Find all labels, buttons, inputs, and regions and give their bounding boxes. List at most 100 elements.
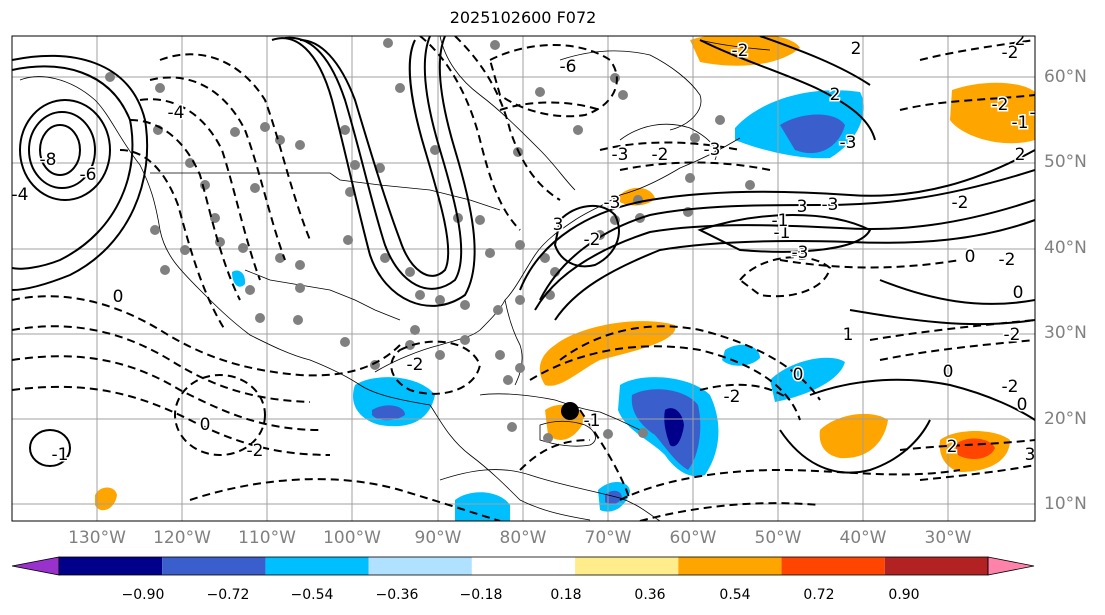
lon-label: 60°W [669, 528, 717, 548]
contour-label: -3 [604, 193, 621, 213]
lat-label: 50°N [1044, 152, 1087, 172]
contour-label: 2 [947, 437, 958, 457]
colorbar-swatch [781, 557, 885, 575]
colorbar-swatch [471, 557, 576, 575]
colorbar-swatch [884, 557, 988, 575]
colorbar-swatch [368, 557, 472, 575]
contour-label: -3 [704, 140, 721, 160]
contour-label: 3 [1025, 445, 1036, 465]
contour-label: -2 [952, 193, 969, 213]
contour-label: -8 [40, 150, 57, 170]
map-frame [11, 35, 1036, 522]
lon-label: 100°W [323, 528, 381, 548]
contour-label: -2 [652, 145, 669, 165]
colorbar-tick-label: −0.36 [375, 587, 419, 603]
contour-label: -4 [12, 185, 29, 205]
contour-label: -2 [407, 355, 424, 375]
colorbar-tick-label: −0.90 [121, 587, 165, 603]
contour-label: -1 [584, 411, 601, 431]
colorbar-tick-label: 0.18 [550, 587, 582, 603]
solid-contours [12, 36, 1035, 474]
contour-label: -2 [999, 250, 1016, 270]
contour-label: 3 [553, 215, 564, 235]
colorbar-tick-label: 0.36 [634, 587, 666, 603]
shade-blue [455, 492, 510, 521]
shade-darkblue [372, 405, 405, 421]
lat-label: 60°N [1044, 67, 1087, 87]
contour-label: -3 [822, 195, 839, 215]
shade-orange [950, 82, 1035, 144]
colorbar-tick-label: −0.18 [459, 587, 503, 603]
contour-label: 0 [1013, 283, 1024, 303]
contour-label: -1 [1012, 113, 1029, 133]
colorbar-swatch [575, 557, 679, 575]
contour-label: -2 [584, 230, 601, 250]
contour-label: -3 [612, 145, 629, 165]
storm-marker [561, 402, 579, 420]
contour-label: 0 [965, 247, 976, 267]
shade-darkblue [780, 114, 845, 154]
colorbar [11, 556, 1035, 576]
lat-label: 30°N [1044, 323, 1087, 343]
contour-label: 2 [851, 39, 862, 59]
lon-label: 80°W [499, 528, 547, 548]
colorbar-extend-max [987, 556, 1035, 576]
colorbar-tick-label: 0.54 [719, 587, 751, 603]
contour-label: -3 [792, 245, 809, 265]
shade-navy [664, 408, 684, 447]
colorbar-tick-label: −0.54 [290, 587, 334, 603]
colorbar-swatch [59, 557, 163, 575]
contour-label: -2 [732, 41, 749, 61]
contour-label: -1 [1030, 103, 1047, 123]
colorbar-swatch [162, 557, 266, 575]
colorbar-tick-label: 0.90 [888, 587, 920, 603]
lon-label: 130°W [68, 528, 126, 548]
contour-label: -2 [724, 387, 741, 407]
graticule [12, 36, 1035, 521]
shade-orange [95, 487, 117, 511]
colorbar-tick-label: 0.72 [803, 587, 835, 603]
contour-label: -6 [80, 165, 97, 185]
shade-blue [770, 357, 845, 402]
shade-blue [232, 270, 246, 287]
lat-label: 10°N [1044, 494, 1087, 514]
colorbar-swatch [678, 557, 782, 575]
contour-label: 2 [1015, 145, 1026, 165]
plot-title: 2025102600 F072 [449, 8, 597, 27]
colorbar-frame [58, 556, 989, 576]
contour-label: 3 [797, 197, 808, 217]
contour-label: -3 [792, 243, 809, 263]
coastlines [19, 36, 771, 521]
contour-label: -2 [1004, 325, 1021, 345]
contour-label: 0 [200, 415, 211, 435]
lon-label: 110°W [238, 528, 296, 548]
colorbar-extend-min [11, 556, 60, 576]
contour-label: 0 [943, 362, 954, 382]
contour-label: 1 [843, 325, 854, 345]
lon-label: 50°W [754, 528, 802, 548]
lon-label: 70°W [584, 528, 632, 548]
dashed-contours [12, 36, 1035, 521]
contour-label: -3 [840, 133, 857, 153]
lat-label: 20°N [1044, 409, 1087, 429]
contour-label: -6 [560, 57, 577, 77]
contour-label: -1 [772, 211, 789, 231]
lat-label: 40°N [1044, 238, 1087, 258]
colorbar-tick-label: −0.72 [206, 587, 250, 603]
shade-darkblue [605, 490, 622, 505]
contour-label: -2 [1002, 377, 1019, 397]
contour-label: -4 [168, 103, 185, 123]
lon-label: 90°W [414, 528, 462, 548]
lon-label: 40°W [839, 528, 887, 548]
contour-label: 0 [1017, 395, 1028, 415]
lon-label: 120°W [153, 528, 211, 548]
contour-label: -2 [992, 95, 1009, 115]
shade-orange [819, 413, 888, 459]
contour-label: -2 [247, 441, 264, 461]
contour-label: -2 [1002, 43, 1019, 63]
contour-label: 2 [1015, 30, 1026, 50]
contour-label: 0 [793, 365, 804, 385]
contour-label: 2 [830, 85, 841, 105]
colorbar-swatch [265, 557, 369, 575]
